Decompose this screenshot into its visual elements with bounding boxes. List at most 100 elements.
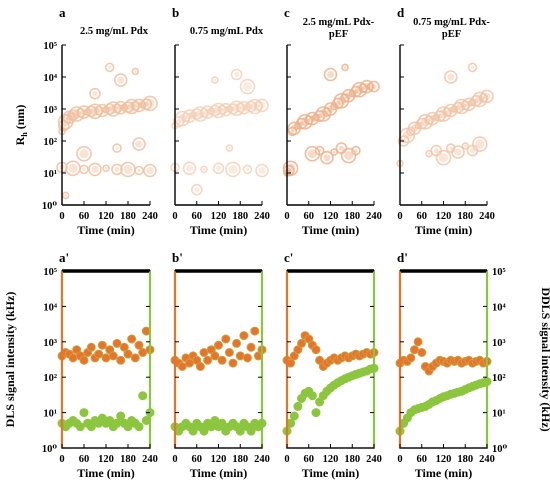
data-point [353,89,359,95]
data-point [97,109,101,112]
data-point [199,426,209,436]
data-point [112,338,122,348]
y-tick-label: 10³ [43,105,57,116]
x-tick-label: 180 [457,454,473,465]
x-tick-label: 0 [284,454,289,465]
data-point [113,73,128,87]
data-point [443,70,458,84]
data-point [123,349,133,359]
x-tick-label: 60 [79,211,90,222]
series-d2-1 [395,377,492,436]
x-tick-label: 180 [344,211,360,222]
data-point [427,152,431,156]
data-point [248,104,254,109]
data-point [79,149,89,159]
y-tick-label: 10⁰ [42,444,58,455]
data-point [217,418,227,428]
data-point [143,163,157,178]
data-point [413,337,423,347]
x-tick-label: 120 [323,211,339,222]
panel-letter: d' [397,250,408,265]
series-a2-0 [57,326,155,365]
panel-d: 0 60 120 180 240 Time (min) d 0.75 mg/mL Pdx-pE… [396,5,495,237]
data-point [344,151,354,161]
x-axis-label: Time (min) [190,466,247,480]
data-point [470,148,475,154]
y-axis-label: Rh (nm) [13,105,29,146]
data-point [282,160,299,177]
data-point [239,331,249,341]
y-tick-label-right: 10¹ [492,409,506,420]
x-tick-label: 180 [232,454,248,465]
data-point [195,362,205,371]
data-point [214,340,223,350]
data-point [79,355,89,365]
data-point [311,345,321,355]
data-point [243,353,252,363]
series-b-0 [170,68,269,196]
panel-letter: a [59,5,66,20]
data-point [112,143,122,153]
y-axis-label-ddls: DDLS signal intensity (kHz) [539,287,550,431]
data-point [134,340,144,350]
data-point [435,149,452,166]
data-point [88,108,94,114]
panel-title: pEF [329,29,348,40]
data-point [79,164,89,175]
panel-letter: a' [59,250,69,265]
data-point [145,98,155,108]
y-tick-label: 10⁴ [43,302,58,313]
x-tick-label: 0 [172,211,177,222]
subscript: h [20,132,29,137]
data-point [76,145,92,162]
data-point [92,91,98,97]
x-tick-label: 240 [142,454,158,465]
y-tick-label: 10² [43,137,57,148]
data-point [480,89,494,104]
data-point [114,166,120,172]
x-tick-label: 240 [366,454,382,465]
data-point [411,124,418,132]
x-tick-label: 60 [79,454,90,465]
data-point [471,136,488,152]
data-point [293,401,303,411]
data-point [191,183,203,196]
data-point [371,84,377,90]
data-point [131,67,140,76]
data-point [94,349,104,359]
data-point [133,69,137,73]
data-point [314,145,325,156]
data-point [134,422,144,432]
data-point [335,100,341,106]
data-point [234,72,240,77]
y-tick-label-right: 10³ [492,338,506,349]
x-tick-label: 180 [457,211,473,222]
data-point [419,121,425,127]
x-tick-label: 120 [98,211,114,222]
data-point [111,163,123,176]
data-point [228,358,238,368]
data-point [227,146,231,150]
x-tick-label: 240 [366,211,382,222]
data-point [86,342,96,352]
panel-title: 0.75 mg/mL Pdx [190,26,264,37]
data-point [341,63,349,72]
data-point [406,126,416,137]
data-point [327,105,334,113]
data-point [127,334,137,344]
x-axis-label: Time (min) [302,223,359,237]
data-point [115,146,119,150]
panel-letter: b [172,5,179,20]
data-point [323,154,331,162]
x-tick-label: 240 [479,454,495,465]
y-tick-label: 10² [43,373,57,384]
x-tick-label: 0 [59,454,64,465]
y-tick-label: 10¹ [43,169,57,180]
panel-letter: c [284,5,290,20]
data-point [311,408,321,418]
data-point [116,355,126,365]
panel-letter: b' [172,250,183,265]
data-point [439,153,448,163]
series-b2-0 [170,326,267,371]
data-point [433,148,439,154]
